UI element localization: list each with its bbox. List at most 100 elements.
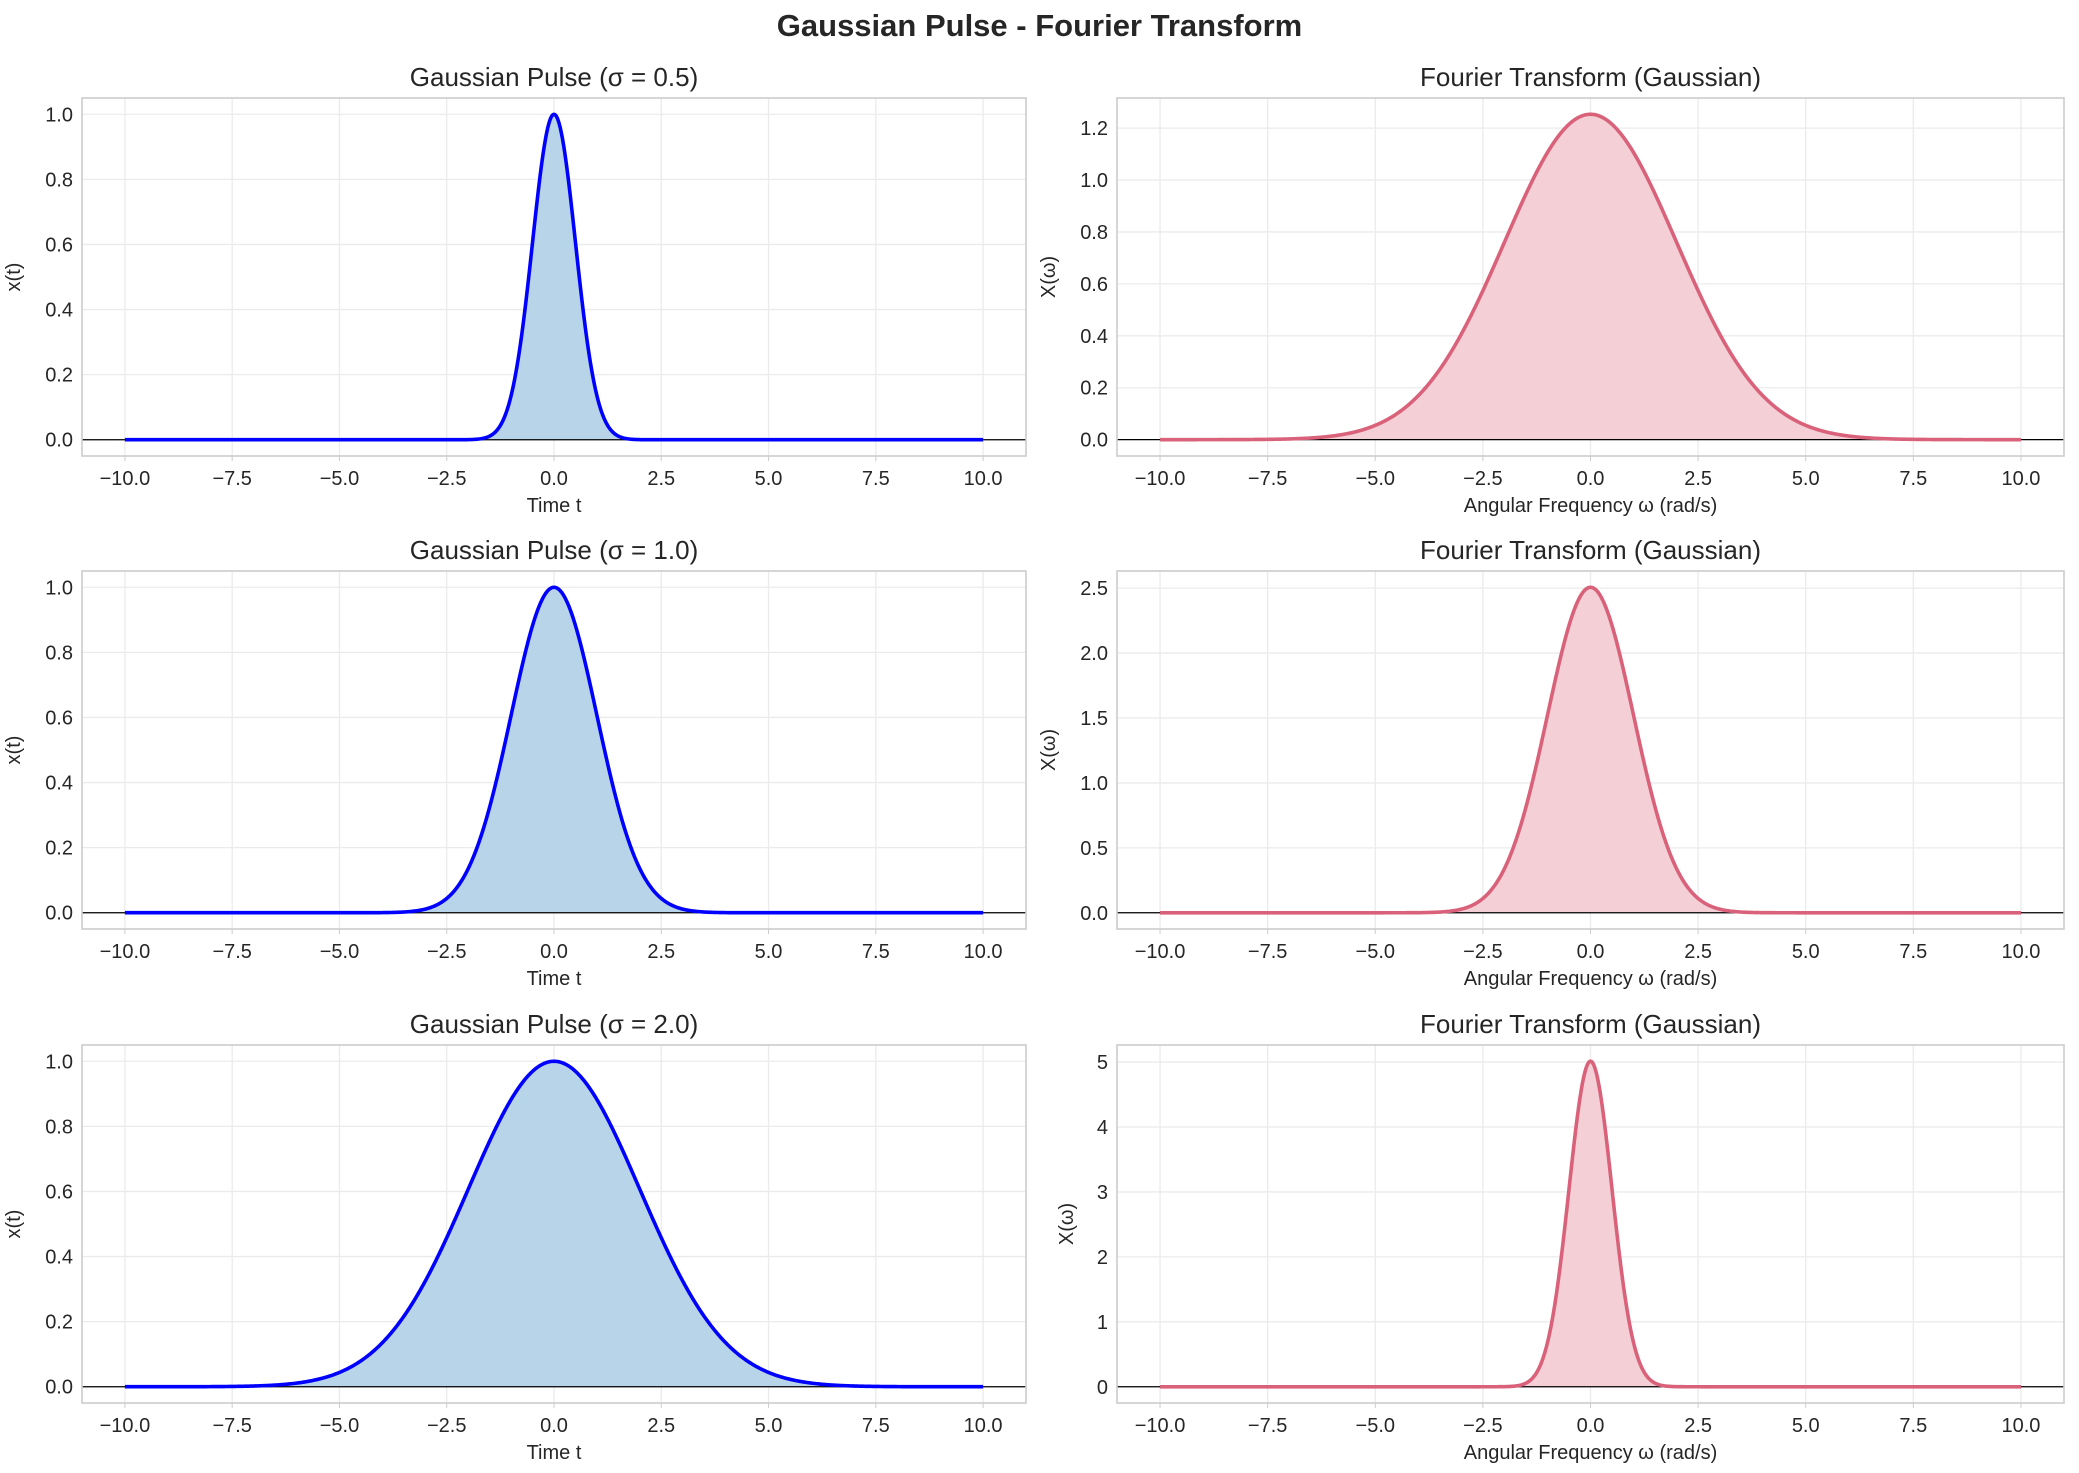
x-tick-label: −7.5 [1248, 1415, 1287, 1437]
axes-frame [81, 1044, 1027, 1404]
x-tick-label: 5.0 [755, 941, 783, 963]
x-tick-label: −10.0 [1135, 941, 1186, 963]
y-tick-label: 1.5 [1080, 708, 1108, 730]
series-line [1159, 1059, 2022, 1389]
x-tick-label: −2.5 [1463, 468, 1502, 490]
x-axis-label: Angular Frequency ω (rad/s) [1464, 1442, 1718, 1464]
y-tick-label: 0.2 [45, 838, 73, 860]
area-fill [124, 114, 984, 440]
x-tick-label: −5.0 [320, 941, 359, 963]
x-tick-label: −2.5 [427, 1415, 466, 1437]
subplot-5: −10.0 −7.5 −5.0 −2.5 0.0 2.5 5.0 7.5 10.0 0.0 0.2 0… [3, 1009, 1027, 1464]
y-tick-label: 0.8 [45, 169, 73, 191]
x-tick-label: 7.5 [862, 1415, 890, 1437]
axes-frame [1116, 97, 2065, 457]
x-tick-label: 10.0 [2001, 941, 2040, 963]
y-tick-label: 0.0 [45, 903, 73, 925]
x-tick-label: 2.5 [1684, 941, 1712, 963]
x-axis-label: Time t [527, 1442, 582, 1464]
axes-frame [1116, 1044, 2065, 1404]
y-axis-label: x(t) [3, 263, 25, 292]
x-tick-label: −10.0 [1135, 1415, 1186, 1437]
y-tick-label: 1.0 [45, 1051, 73, 1073]
subplot-title: Gaussian Pulse (σ = 2.0) [410, 1009, 698, 1039]
y-tick-label: 1.0 [45, 577, 73, 599]
x-tick-label: 2.5 [1684, 1415, 1712, 1437]
x-tick-label: 0.0 [1577, 1415, 1605, 1437]
y-axis-label: x(t) [3, 1210, 25, 1239]
y-tick-label: 0.6 [45, 1181, 73, 1203]
x-tick-label: −7.5 [1248, 468, 1287, 490]
x-tick-label: 0.0 [540, 941, 568, 963]
x-tick-label: −2.5 [427, 468, 466, 490]
y-tick-label: 0.2 [1080, 378, 1108, 400]
x-tick-label: 2.5 [1684, 468, 1712, 490]
area-fill [1160, 587, 2021, 913]
x-tick-label: −10.0 [1135, 468, 1186, 490]
y-tick-label: 0.0 [1080, 430, 1108, 452]
y-tick-label: 0 [1097, 1377, 1108, 1399]
subplot-title: Fourier Transform (Gaussian) [1420, 1009, 1761, 1039]
x-tick-label: 10.0 [964, 941, 1003, 963]
y-tick-label: 5 [1097, 1052, 1108, 1074]
subplot-title: Gaussian Pulse (σ = 1.0) [410, 535, 698, 565]
x-tick-label: 7.5 [1899, 1415, 1927, 1437]
x-tick-label: 5.0 [755, 1415, 783, 1437]
x-tick-label: 2.5 [647, 1415, 675, 1437]
x-tick-label: −7.5 [1248, 941, 1287, 963]
x-tick-label: 7.5 [1899, 468, 1927, 490]
y-tick-label: 0.6 [45, 234, 73, 256]
subplot-1: −10.0 −7.5 −5.0 −2.5 0.0 2.5 5.0 7.5 10.0 0.0 0.2 0… [3, 62, 1027, 517]
x-tick-label: −2.5 [1463, 941, 1502, 963]
x-tick-label: 5.0 [1792, 1415, 1820, 1437]
x-tick-label: 7.5 [1899, 941, 1927, 963]
series-line [1159, 585, 2022, 915]
y-tick-label: 3 [1097, 1182, 1108, 1204]
x-axis-label: Time t [527, 495, 582, 517]
x-tick-label: 10.0 [964, 1415, 1003, 1437]
axes-frame [81, 570, 1027, 930]
x-tick-label: −10.0 [100, 468, 151, 490]
x-tick-label: 0.0 [1577, 468, 1605, 490]
series-line [124, 1059, 984, 1389]
x-tick-label: −5.0 [320, 1415, 359, 1437]
x-tick-label: −10.0 [100, 1415, 151, 1437]
x-tick-label: −5.0 [320, 468, 359, 490]
subplot-4: −10.0 −7.5 −5.0 −2.5 0.0 2.5 5.0 7.5 10.0 0.0 0.5 1… [1038, 535, 2065, 990]
y-tick-label: 0.0 [45, 1377, 73, 1399]
y-tick-label: 0.8 [45, 642, 73, 664]
x-tick-label: −5.0 [1356, 1415, 1395, 1437]
figure-title: Gaussian Pulse - Fourier Transform [776, 8, 1303, 43]
x-tick-label: 10.0 [2001, 468, 2040, 490]
area-fill [124, 587, 984, 913]
x-tick-label: −5.0 [1356, 941, 1395, 963]
series-line [124, 585, 984, 915]
area-fill [124, 1061, 984, 1387]
x-tick-label: 0.0 [1577, 941, 1605, 963]
x-tick-label: 5.0 [755, 468, 783, 490]
x-axis-label: Angular Frequency ω (rad/s) [1464, 495, 1718, 517]
y-tick-label: 0.5 [1080, 838, 1108, 860]
y-tick-label: 0.0 [1080, 903, 1108, 925]
y-tick-label: 4 [1097, 1117, 1108, 1139]
x-tick-label: −7.5 [212, 468, 251, 490]
y-tick-label: 0.4 [1080, 326, 1108, 348]
subplot-6: −10.0 −7.5 −5.0 −2.5 0.0 2.5 5.0 7.5 10.0 0 1 2 3 4 5 F… [1056, 1009, 2065, 1464]
y-axis-label: X(ω) [1056, 1203, 1078, 1245]
y-tick-label: 0.4 [45, 300, 73, 322]
x-tick-label: 7.5 [862, 468, 890, 490]
y-tick-label: 2.5 [1080, 578, 1108, 600]
y-tick-label: 0.2 [45, 365, 73, 387]
y-tick-label: 0.6 [45, 707, 73, 729]
x-tick-label: 7.5 [862, 941, 890, 963]
axes-frame [1116, 570, 2065, 930]
y-tick-label: 2.0 [1080, 643, 1108, 665]
x-tick-label: −7.5 [212, 941, 251, 963]
x-tick-label: 2.5 [647, 941, 675, 963]
series-line [124, 112, 984, 442]
x-tick-label: 5.0 [1792, 941, 1820, 963]
x-tick-label: −10.0 [100, 941, 151, 963]
subplot-2: −10.0 −7.5 −5.0 −2.5 0.0 2.5 5.0 7.5 10.0 0.0 0.2 0… [1038, 62, 2065, 517]
series-line [1159, 112, 2022, 442]
